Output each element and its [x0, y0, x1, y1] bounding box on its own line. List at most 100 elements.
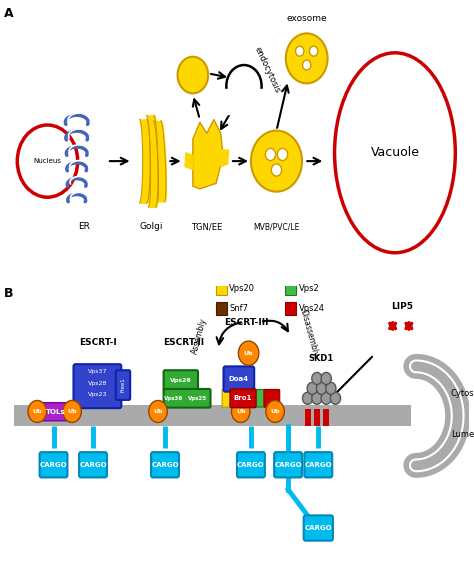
Circle shape [312, 373, 322, 384]
Text: TOLs: TOLs [46, 409, 66, 415]
FancyBboxPatch shape [39, 452, 67, 477]
Text: ESCRT-I: ESCRT-I [79, 338, 117, 347]
Polygon shape [221, 150, 228, 167]
Circle shape [178, 57, 208, 93]
FancyBboxPatch shape [151, 452, 179, 477]
FancyBboxPatch shape [305, 410, 311, 426]
Circle shape [266, 401, 284, 422]
Text: CARGO: CARGO [40, 462, 67, 468]
FancyBboxPatch shape [237, 452, 265, 477]
FancyBboxPatch shape [224, 366, 254, 392]
Text: Bro1: Bro1 [234, 396, 252, 401]
Text: Ub: Ub [153, 409, 163, 414]
FancyBboxPatch shape [14, 406, 411, 426]
Text: Lumen: Lumen [451, 430, 474, 439]
Text: Vps20: Vps20 [229, 284, 255, 293]
Circle shape [149, 401, 167, 422]
Text: Assembly: Assembly [191, 316, 209, 355]
FancyBboxPatch shape [304, 516, 333, 541]
Text: ESCRT-II: ESCRT-II [163, 338, 204, 347]
Text: Vps2: Vps2 [299, 284, 319, 293]
Circle shape [277, 148, 288, 160]
Text: Vps24: Vps24 [299, 304, 325, 312]
Circle shape [238, 341, 259, 365]
Text: Ub: Ub [33, 409, 42, 414]
Ellipse shape [335, 53, 456, 253]
Text: A: A [4, 7, 13, 20]
FancyBboxPatch shape [250, 389, 266, 407]
Circle shape [302, 60, 311, 70]
Text: Vps37: Vps37 [88, 369, 107, 374]
Circle shape [295, 46, 304, 56]
Text: CARGO: CARGO [304, 525, 332, 531]
Text: Vps23: Vps23 [88, 393, 107, 397]
Circle shape [272, 164, 282, 176]
Circle shape [63, 401, 82, 422]
FancyBboxPatch shape [216, 301, 227, 315]
Text: CARGO: CARGO [151, 462, 179, 468]
Text: Ub: Ub [67, 409, 77, 414]
FancyBboxPatch shape [285, 282, 296, 296]
FancyBboxPatch shape [216, 282, 227, 296]
Text: CARGO: CARGO [237, 462, 265, 468]
FancyBboxPatch shape [79, 452, 107, 477]
Circle shape [251, 131, 302, 192]
Circle shape [302, 392, 313, 404]
FancyBboxPatch shape [285, 301, 296, 315]
Circle shape [307, 383, 318, 394]
FancyBboxPatch shape [0, 0, 474, 292]
Circle shape [310, 46, 318, 56]
Text: CARGO: CARGO [304, 462, 332, 468]
Text: Golgi: Golgi [139, 222, 163, 231]
Text: Ub: Ub [244, 351, 254, 356]
Circle shape [17, 125, 78, 197]
Text: Free1: Free1 [120, 378, 126, 392]
FancyBboxPatch shape [222, 389, 238, 407]
Text: LIP5: LIP5 [391, 302, 413, 311]
Circle shape [28, 401, 46, 422]
Text: Disassembly: Disassembly [298, 308, 319, 357]
Circle shape [231, 401, 250, 422]
Text: Vps36: Vps36 [164, 396, 183, 401]
Circle shape [321, 392, 331, 404]
FancyBboxPatch shape [236, 389, 252, 407]
FancyBboxPatch shape [304, 452, 332, 477]
Text: MVB/PVC/LE: MVB/PVC/LE [253, 222, 300, 231]
FancyBboxPatch shape [230, 389, 256, 408]
FancyBboxPatch shape [116, 370, 130, 400]
Text: Cytosol: Cytosol [451, 389, 474, 398]
FancyBboxPatch shape [314, 410, 320, 426]
Circle shape [265, 148, 275, 160]
Text: Doa4: Doa4 [229, 376, 249, 382]
Circle shape [317, 383, 327, 394]
FancyBboxPatch shape [264, 389, 280, 407]
Polygon shape [193, 119, 223, 189]
Text: endocytosis: endocytosis [253, 45, 282, 94]
Text: Vps28: Vps28 [88, 381, 107, 387]
Circle shape [286, 34, 328, 84]
Circle shape [226, 65, 262, 107]
Circle shape [326, 383, 336, 394]
FancyBboxPatch shape [42, 403, 70, 421]
Text: Vps26: Vps26 [170, 378, 191, 383]
Text: Vps25: Vps25 [188, 396, 207, 401]
FancyBboxPatch shape [73, 364, 121, 408]
Text: CARGO: CARGO [274, 462, 302, 468]
Text: ER: ER [78, 222, 90, 231]
Circle shape [312, 392, 322, 404]
Polygon shape [185, 153, 193, 169]
Text: B: B [4, 287, 13, 300]
Polygon shape [226, 89, 263, 114]
FancyBboxPatch shape [164, 370, 198, 391]
Text: Ub: Ub [236, 409, 246, 414]
Text: Ub: Ub [270, 409, 280, 414]
FancyBboxPatch shape [274, 452, 302, 477]
Circle shape [330, 392, 341, 404]
Text: Nucleus: Nucleus [34, 158, 62, 164]
FancyBboxPatch shape [164, 389, 210, 408]
Text: SKD1: SKD1 [308, 354, 333, 363]
Circle shape [321, 373, 331, 384]
Text: exosome: exosome [286, 15, 327, 24]
Text: TGN/EE: TGN/EE [191, 222, 222, 231]
Text: Vacuole: Vacuole [371, 146, 419, 159]
